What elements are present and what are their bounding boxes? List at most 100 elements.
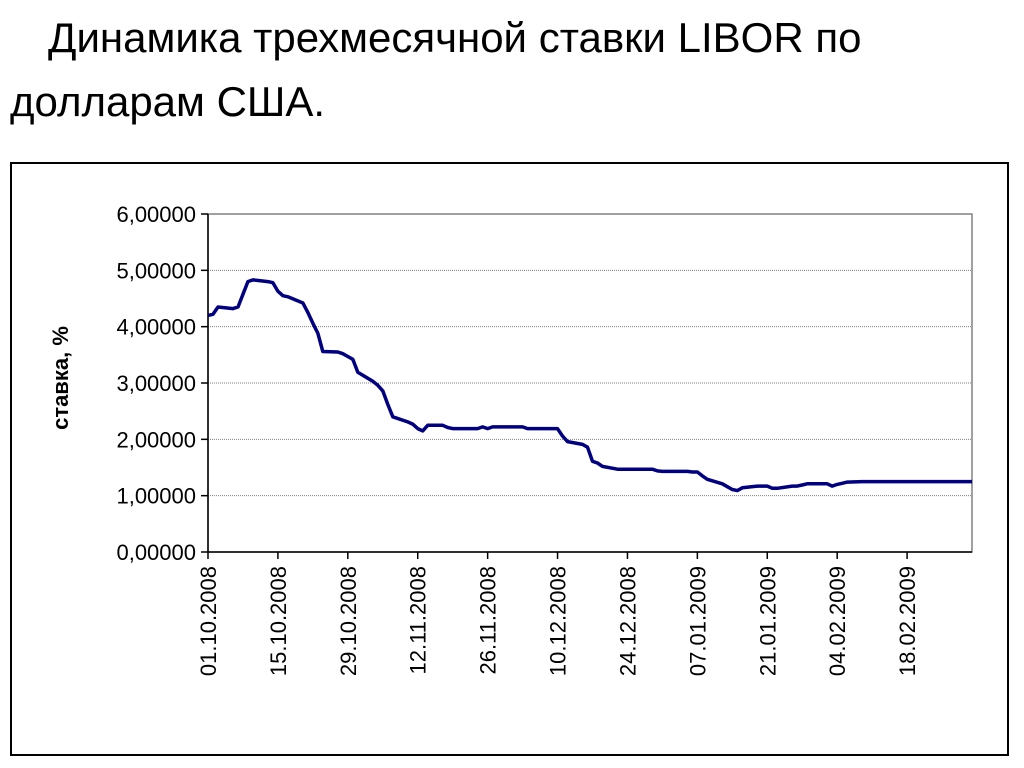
data-point	[801, 484, 803, 486]
x-tick-label: 26.11.2008	[476, 566, 501, 674]
data-point	[422, 430, 424, 432]
data-point	[387, 403, 389, 405]
data-point	[516, 426, 518, 428]
data-point	[342, 353, 344, 355]
data-point	[272, 282, 274, 284]
data-point	[347, 355, 349, 357]
data-point	[601, 465, 603, 467]
data-point	[307, 311, 309, 313]
x-tick-label: 04.02.2009	[825, 566, 850, 676]
data-point	[806, 483, 808, 485]
data-point	[212, 313, 214, 315]
data-point	[771, 487, 773, 489]
data-point	[761, 485, 763, 487]
data-point	[561, 435, 563, 437]
y-axis-title: ставка, %	[48, 326, 73, 430]
data-point	[462, 427, 464, 429]
y-tick-label: 2,00000	[116, 427, 196, 452]
data-point	[796, 485, 798, 487]
data-point	[696, 471, 698, 473]
x-tick-label: 24.12.2008	[615, 566, 640, 676]
data-point	[486, 427, 488, 429]
data-point	[971, 480, 973, 482]
data-point	[372, 380, 374, 382]
y-tick-label: 4,00000	[116, 315, 196, 340]
data-point	[317, 332, 319, 334]
y-tick-label: 0,00000	[116, 540, 196, 565]
data-point	[287, 296, 289, 298]
data-point	[791, 485, 793, 487]
data-point	[546, 427, 548, 429]
x-tick-label: 18.02.2009	[895, 566, 920, 676]
data-point	[526, 427, 528, 429]
data-point	[731, 488, 733, 490]
data-point	[511, 426, 513, 428]
data-point	[736, 489, 738, 491]
data-point	[392, 416, 394, 418]
data-point	[686, 470, 688, 472]
data-point	[931, 480, 933, 482]
data-point	[811, 483, 813, 485]
data-point	[232, 307, 234, 309]
libor-line-chart: 0,00000 1,00000 2,00000 3,00000 4,00000 5,000…	[48, 202, 973, 676]
data-point	[841, 482, 843, 484]
data-point	[427, 424, 429, 426]
x-tick-label: 21.01.2009	[755, 566, 780, 676]
data-point	[616, 468, 618, 470]
data-point	[491, 426, 493, 428]
data-point	[661, 470, 663, 472]
data-point	[312, 322, 314, 324]
y-tick-label: 3,00000	[116, 371, 196, 396]
data-point	[741, 487, 743, 489]
data-point	[951, 480, 953, 482]
data-point	[591, 460, 593, 462]
data-point	[776, 487, 778, 489]
chart-frame: 0,00000 1,00000 2,00000 3,00000 4,00000 5,000…	[10, 162, 1009, 756]
data-point	[656, 470, 658, 472]
data-point	[447, 426, 449, 428]
data-point	[621, 468, 623, 470]
y-tick-label: 6,00000	[116, 202, 196, 227]
x-tick-label: 29.10.2008	[336, 566, 361, 676]
data-point	[651, 468, 653, 470]
data-point	[916, 480, 918, 482]
data-point	[941, 480, 943, 482]
data-point	[337, 351, 339, 353]
data-point	[906, 480, 908, 482]
data-point	[586, 446, 588, 448]
data-point	[566, 440, 568, 442]
data-point	[836, 483, 838, 485]
data-point	[377, 384, 379, 386]
data-point	[551, 427, 553, 429]
data-point	[282, 295, 284, 297]
data-point	[831, 485, 833, 487]
data-point	[382, 390, 384, 392]
data-point	[252, 279, 254, 281]
data-point	[846, 481, 848, 483]
data-point	[706, 478, 708, 480]
data-point	[556, 427, 558, 429]
data-point	[237, 306, 239, 308]
data-point	[476, 427, 478, 429]
data-point	[626, 468, 628, 470]
data-point	[302, 302, 304, 304]
y-tick-label: 1,00000	[116, 484, 196, 509]
x-tick-label: 01.10.2008	[196, 566, 221, 676]
data-point	[756, 485, 758, 487]
data-point	[407, 421, 409, 423]
data-point	[352, 358, 354, 360]
x-tick-label: 15.10.2008	[266, 566, 291, 676]
data-point	[442, 424, 444, 426]
data-point	[726, 486, 728, 488]
slide-title: Динамика трехмесячной ставки LIBOR по до…	[10, 14, 862, 125]
data-point	[217, 306, 219, 308]
data-point	[691, 471, 693, 473]
data-point	[357, 371, 359, 373]
data-point	[207, 314, 209, 316]
data-point	[596, 462, 598, 464]
data-point	[412, 423, 414, 425]
data-point	[247, 280, 249, 282]
data-point	[766, 485, 768, 487]
data-point	[721, 483, 723, 485]
data-point	[581, 443, 583, 445]
